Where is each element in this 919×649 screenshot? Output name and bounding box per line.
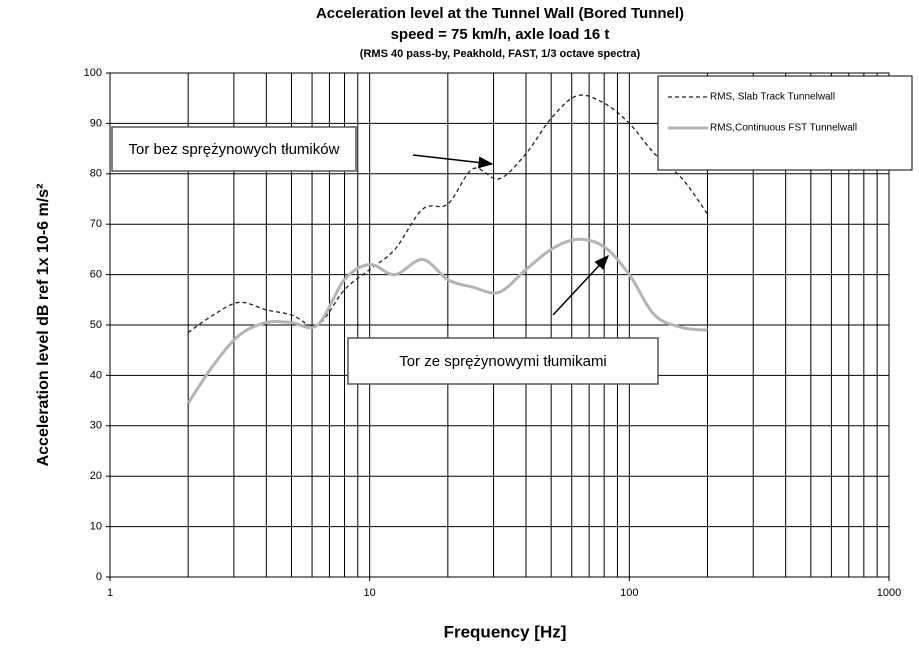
annotation-arrow <box>412 154 494 169</box>
annotation-arrow <box>552 254 610 316</box>
x-tick-label: 1000 <box>877 587 901 599</box>
annotation-box <box>347 337 659 385</box>
y-tick-label: 90 <box>90 117 102 129</box>
series-line <box>186 237 708 404</box>
y-tick-label: 30 <box>90 420 102 432</box>
annotation: Tor ze sprężynowymi tłumikami <box>399 353 607 370</box>
y-tick-label: 70 <box>90 218 102 230</box>
legend-box <box>657 75 913 171</box>
y-tick-label: 80 <box>90 168 102 180</box>
annotation-box <box>111 126 357 172</box>
chart-note: (RMS 40 pass-by, Peakhold, FAST, 1/3 oct… <box>360 48 641 60</box>
y-tick-label: 10 <box>90 521 102 533</box>
plot-frame <box>109 72 890 578</box>
legend-label: RMS, Slab Track Tunnelwall <box>710 92 835 103</box>
y-axis-label: Acceleration level dB ref 1x 10-6 m/s² <box>35 184 52 467</box>
x-tick-label: 10 <box>364 587 376 599</box>
x-axis-label: Frequency [Hz] <box>444 622 567 641</box>
chart-subtitle: speed = 75 km/h, axle load 16 t <box>391 26 610 43</box>
y-tick-label: 60 <box>90 269 102 281</box>
y-tick-label: 20 <box>90 470 102 482</box>
y-tick-label: 40 <box>90 369 102 381</box>
x-tick-label: 100 <box>620 587 638 599</box>
annotation: Tor bez sprężynowych tłumików <box>129 141 340 158</box>
y-tick-label: 0 <box>96 571 102 583</box>
x-tick-label: 1 <box>107 587 113 599</box>
legend: RMS, Slab Track Tunnelwall RMS,Continuous… <box>657 75 913 171</box>
y-tick-label: 50 <box>90 319 102 331</box>
legend-label: RMS,Continuous FST Tunnelwall <box>710 123 857 134</box>
chart-title: Acceleration level at the Tunnel Wall (B… <box>316 5 684 22</box>
series-line <box>187 94 709 334</box>
y-tick-label: 100 <box>84 67 102 79</box>
annotations: Tor bez sprężynowych tłumików Tor ze spr… <box>111 126 659 385</box>
